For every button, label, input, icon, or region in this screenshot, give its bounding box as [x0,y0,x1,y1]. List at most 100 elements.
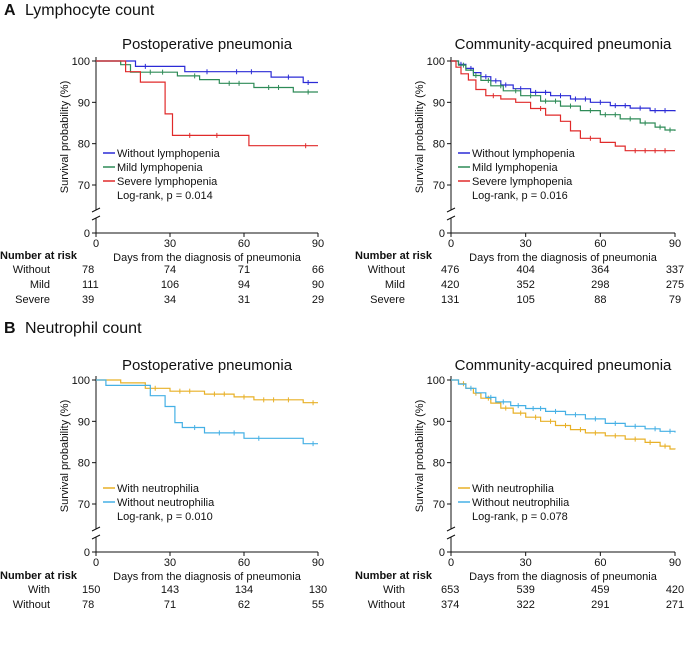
y-tick-label: 70 [78,499,90,511]
series-with-neutrophilia [96,379,318,406]
legend-entry: Without lymphopenia [458,148,576,160]
y-tick-label: 80 [78,458,90,470]
risk-count: 131 [441,294,459,306]
series-without-lymphopenia [451,60,676,114]
x-tick-label: 30 [164,238,176,250]
risk-count: 143 [161,584,179,596]
legend-label: Without neutrophilia [472,497,570,509]
y-tick-label: 90 [433,416,445,428]
risk-row-label: Without [13,599,50,611]
km-chart-4: Community-acquired pneumonia 70 80 90 100 00 3… [355,357,684,611]
log-rank-annotation: Log-rank, p = 0.078 [472,511,568,523]
y-axis-break-mark [91,207,101,221]
risk-count: 459 [591,584,609,596]
risk-table: Number at risk Without 476 404 364 337 Mild 420… [355,250,684,306]
km-chart-1: Postoperative pneumonia 70 80 90 100 00 30 60 90… [0,36,324,306]
risk-count: 150 [82,584,100,596]
y-tick-label: 100 [72,375,90,387]
y-tick-label: 0 [84,228,90,240]
y-axis-break-mark [91,526,101,540]
y-tick-label: 80 [433,139,445,151]
legend-label: Mild lymphopenia [117,162,203,174]
log-rank-annotation: Log-rank, p = 0.010 [117,511,213,523]
risk-count: 62 [238,599,250,611]
legend-entry: With neutrophilia [103,483,200,495]
risk-count: 420 [666,584,684,596]
series-with-neutrophilia [451,379,676,450]
risk-count: 653 [441,584,459,596]
legend-entry: Mild lymphopenia [458,162,558,174]
y-tick-label: 100 [72,56,90,68]
y-tick-label: 80 [433,458,445,470]
legend-label: With neutrophilia [117,483,200,495]
x-tick-label: 60 [238,557,250,569]
y-tick-label: 0 [439,547,445,559]
y-tick-label: 0 [439,228,445,240]
legend-entry: Mild lymphopenia [103,162,203,174]
y-tick-label: 70 [433,180,445,192]
y-axis-label: Survival probability (%) [59,81,71,193]
legend-label: Without lymphopenia [472,148,576,160]
series-mild-lymphopenia [96,60,318,95]
y-axis-break-mark [446,207,456,221]
panel-letter: A [4,2,16,19]
y-axis-label: Survival probability (%) [414,400,426,512]
risk-row-label: Severe [15,294,50,306]
survival-curve [451,379,676,450]
km-chart-2: Community-acquired pneumonia 70 80 90 100 00 3… [355,36,684,306]
x-tick-label: 0 [93,238,99,250]
risk-count: 404 [516,264,534,276]
legend-entry: Without lymphopenia [103,148,221,160]
risk-table-title: Number at risk [0,570,78,582]
legend-entry: Severe lymphopenia [458,176,573,188]
risk-row-label: With [383,584,405,596]
risk-count: 476 [441,264,459,276]
risk-count: 352 [516,279,534,291]
series-without-lymphopenia [96,60,318,85]
panel-b-header: B Neutrophil count [4,320,142,337]
risk-count: 291 [591,599,609,611]
chart-title: Community-acquired pneumonia [455,36,672,53]
risk-count: 420 [441,279,459,291]
risk-count: 66 [312,264,324,276]
risk-row-label: Mild [385,279,405,291]
survival-curve [451,379,676,433]
survival-curve [451,60,676,112]
y-tick-label: 100 [427,375,445,387]
legend-label: Severe lymphopenia [472,176,573,188]
panel-letter: B [4,320,16,337]
x-axis-label: Days from the diagnosis of pneumonia [113,571,302,583]
x-tick-label: 0 [448,557,454,569]
y-axis-break-mark [446,526,456,540]
y-tick-label: 70 [433,499,445,511]
risk-table: Number at risk Without 78 74 71 66 Mild 111 106 9… [0,250,324,306]
series-without-neutrophilia [96,379,318,447]
risk-table-title: Number at risk [355,570,433,582]
risk-count: 74 [164,264,176,276]
y-tick-label: 70 [78,180,90,192]
chart-title: Postoperative pneumonia [122,357,293,374]
risk-count: 130 [309,584,327,596]
x-axis-label: Days from the diagnosis of pneumonia [469,252,658,264]
x-tick-label: 60 [594,238,606,250]
risk-count: 78 [82,599,94,611]
y-tick-label: 90 [433,97,445,109]
x-tick-label: 60 [238,238,250,250]
risk-count: 539 [516,584,534,596]
x-tick-label: 90 [312,238,324,250]
x-tick-label: 0 [448,238,454,250]
risk-row-label: Without [368,264,405,276]
legend-label: With neutrophilia [472,483,555,495]
risk-count: 31 [238,294,250,306]
x-tick-label: 90 [669,557,681,569]
y-tick-label: 90 [78,97,90,109]
risk-count: 364 [591,264,609,276]
risk-row-label: Without [368,599,405,611]
risk-count: 90 [312,279,324,291]
survival-curve [96,379,318,404]
panel-heading: Lymphocyte count [25,2,155,19]
legend-entry: Without neutrophilia [458,497,570,509]
risk-count: 78 [82,264,94,276]
risk-count: 134 [235,584,253,596]
